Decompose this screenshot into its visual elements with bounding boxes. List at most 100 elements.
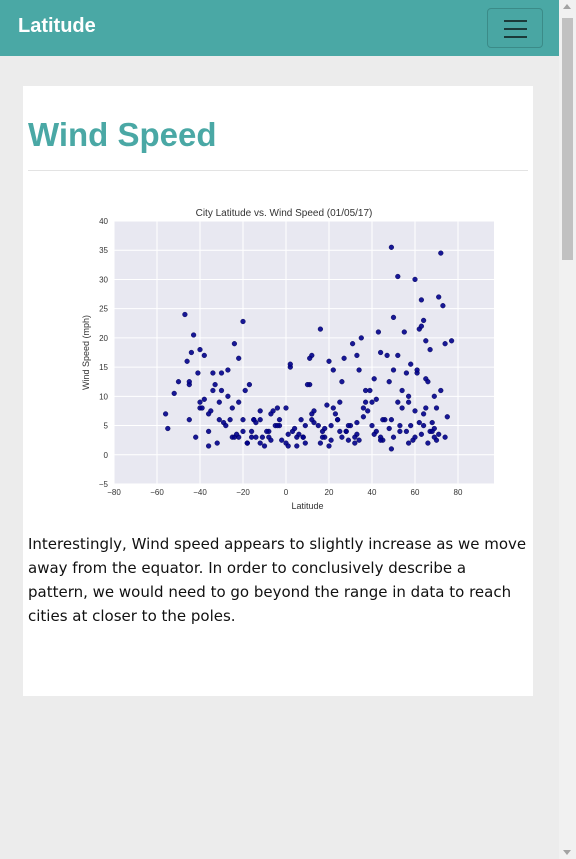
data-point [365,408,371,414]
data-point [350,341,356,347]
data-point [395,352,401,359]
data-point [414,367,420,373]
data-point [339,379,345,385]
data-point [300,434,306,440]
data-point [240,318,246,325]
data-point [307,355,313,361]
data-point [191,332,197,338]
data-point [249,434,255,440]
data-point [390,314,397,321]
vertical-scrollbar[interactable] [559,0,576,859]
data-point [218,387,225,394]
x-axis-label: Latitude [291,501,323,511]
data-point [171,390,177,397]
data-point [326,443,332,449]
data-point [371,376,377,382]
data-point [401,329,407,335]
x-tick-label: −40 [193,488,207,497]
data-point [298,417,304,423]
data-point [412,276,418,283]
data-point [201,396,207,402]
data-point [421,411,427,417]
data-point [206,443,212,449]
data-point [423,405,429,411]
data-point [436,294,442,300]
scroll-up-arrow-icon[interactable] [563,4,571,9]
data-point [438,250,444,256]
data-point [449,338,455,344]
data-point [406,393,412,399]
x-tick-label: 80 [454,488,463,497]
data-point [246,382,253,388]
data-point [343,428,349,435]
data-point [309,417,315,423]
data-point [287,361,293,367]
data-point [397,428,403,435]
data-point [369,423,375,429]
data-point [356,437,362,443]
hamburger-menu-icon [504,36,527,38]
data-point [294,443,300,449]
data-point [330,405,336,411]
data-point [406,440,412,446]
data-point [345,423,352,429]
data-point [386,379,392,385]
wind-speed-scatter-chart: City Latitude vs. Wind Speed (01/05/17) … [81,208,494,511]
title-divider [28,170,528,171]
scroll-thumb[interactable] [562,18,573,260]
data-point [388,417,395,423]
data-point [188,349,195,356]
axis-ticks: −80−60−40−20020406080100−505101520253035… [99,217,463,497]
data-point [326,358,332,364]
data-point [304,382,311,388]
navbar: Latitude [0,0,559,56]
data-point [380,417,386,423]
data-point [264,428,270,435]
y-tick-label: 20 [99,334,108,343]
data-point [427,347,433,353]
data-point [244,440,250,446]
y-axis-label: Wind Speed (mph) [81,315,91,390]
data-point [218,370,225,376]
data-point [369,399,375,405]
data-point [236,355,242,361]
data-point [431,434,437,440]
data-point [216,399,222,405]
data-point [363,399,369,405]
data-point [251,417,257,423]
navbar-brand[interactable]: Latitude [18,15,96,37]
x-tick-label: −20 [236,488,250,497]
data-point [418,323,425,329]
data-point [212,382,218,388]
data-point [223,423,229,429]
data-point [197,399,203,405]
data-point [388,446,395,452]
y-tick-label: −5 [99,480,109,489]
data-point [229,405,235,411]
scroll-down-arrow-icon[interactable] [563,850,571,855]
data-point [214,440,220,446]
hamburger-menu-icon [504,28,527,30]
data-point [425,440,431,446]
data-point [429,428,435,435]
data-point [339,434,345,440]
navbar-toggle-button[interactable] [487,8,543,48]
y-tick-label: 0 [104,451,109,460]
data-point [371,431,377,437]
data-point [442,434,448,440]
data-point [367,387,373,394]
data-point [354,420,360,426]
data-point [261,443,268,449]
data-point [356,367,362,373]
data-point [322,425,328,432]
data-point [227,417,233,423]
data-point [231,341,238,347]
data-point [216,417,222,423]
data-point [412,408,418,414]
data-point [388,244,395,250]
data-point [412,434,418,440]
x-tick-label: −60 [150,488,164,497]
data-point [197,347,203,353]
data-point [257,417,263,423]
x-tick-label: 20 [325,488,334,497]
